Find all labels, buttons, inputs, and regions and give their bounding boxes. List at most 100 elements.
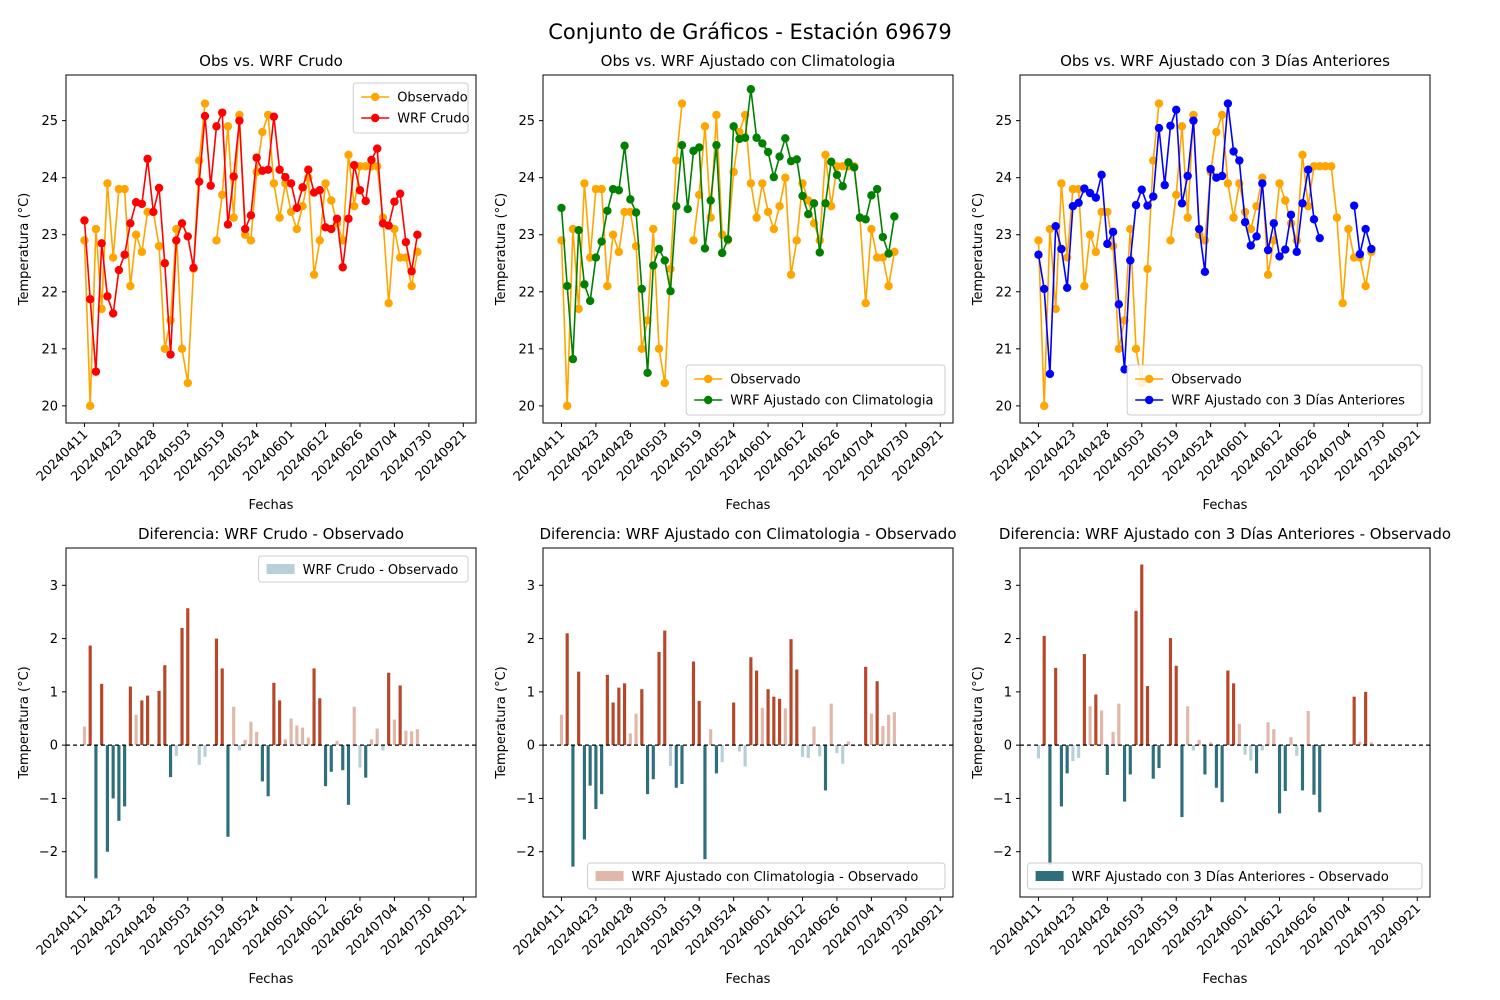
difference-bar [163,665,167,746]
x-axis-label: Fechas [726,498,771,513]
chart-title: Diferencia: WRF Ajustado con 3 Días Ante… [999,525,1451,543]
data-point [557,203,566,213]
difference-bar [214,638,219,746]
difference-bar [1077,745,1081,758]
difference-bar [749,657,753,746]
difference-bar [680,745,684,785]
data-point [229,172,238,181]
data-point [1217,171,1227,181]
x-axis-label: Fechas [249,972,294,987]
difference-bar [369,739,374,746]
data-point [1309,215,1319,224]
data-point [631,208,641,217]
y-tick-label: 3 [1004,579,1012,594]
difference-bar [220,668,224,746]
data-point [763,147,773,157]
data-point [80,236,89,245]
data-point [1166,121,1175,130]
difference-bar [128,686,132,746]
data-point [1172,105,1181,115]
data-point [189,263,198,273]
data-point [1286,210,1296,219]
data-point [395,253,405,262]
difference-bar [346,745,351,805]
data-point [177,344,187,354]
data-point [1240,217,1250,227]
data-point [1051,304,1060,314]
data-point [218,190,227,200]
difference-bar [140,700,144,746]
difference-bar [146,695,150,746]
difference-bar [1226,670,1230,746]
data-point [1281,245,1290,254]
difference-bar [1111,731,1115,746]
data-point [769,224,779,234]
data-point [97,239,106,248]
y-tick-label: 3 [527,579,535,594]
difference-bar [783,708,787,746]
y-tick-label: 24 [995,171,1012,186]
difference-bar [404,730,408,746]
data-point [614,186,624,195]
axes-frame [65,547,477,898]
difference-bar [1186,706,1190,746]
y-tick-label: 24 [518,171,535,186]
difference-bar [732,702,736,746]
data-point [781,173,790,182]
data-point [614,247,624,257]
data-point [1149,192,1158,201]
data-point [717,230,727,239]
data-point [332,214,342,223]
legend-label: Observado [397,91,468,106]
chart-title: Obs vs. WRF Ajustado con 3 Días Anterior… [1060,52,1390,70]
y-tick-label: −1 [516,792,535,807]
legend: Observado WRF Ajustado con Climatologia [685,364,946,416]
data-point [1349,201,1359,210]
data-point [103,179,112,188]
difference-bar [846,741,851,746]
chart-panel-3: Obs vs. WRF Ajustado con 3 Días Anterior… [971,52,1431,513]
difference-bar [1054,667,1058,746]
data-point [861,298,870,308]
difference-bar [123,745,127,807]
difference-bar [1157,745,1161,769]
legend-box [1027,862,1423,890]
data-point [281,179,290,188]
data-point [1200,236,1210,245]
data-point [327,224,336,234]
data-point [792,236,801,245]
data-point [597,184,606,194]
difference-bar [197,745,201,765]
y-tick-label: 21 [518,342,535,357]
data-point [872,184,882,194]
y-tick-label: 23 [995,228,1012,243]
difference-bar [341,745,345,771]
difference-bar [1088,706,1092,746]
difference-bar [1071,745,1075,762]
series-line [560,103,896,406]
data-point [712,140,721,150]
legend-box [352,82,469,134]
legend-marker [1145,395,1154,405]
legend-label: WRF Crudo [397,112,469,127]
y-tick-label: 25 [41,114,58,129]
difference-bar [577,671,581,746]
data-point [1298,150,1307,160]
data-point [1235,156,1244,165]
data-point [137,199,147,209]
data-point [1263,245,1273,255]
data-point [1315,233,1324,243]
data-point [666,287,675,296]
difference-bar [266,745,270,797]
data-point [1080,281,1089,291]
data-point [775,152,784,161]
difference-bar [1209,742,1213,746]
difference-bar [1243,745,1247,755]
difference-bar [174,745,178,756]
chart-panel-1: Obs vs. WRF Crudo20212223242520240411202… [17,52,477,513]
data-point [1286,219,1296,228]
data-point [1217,110,1227,120]
data-point [1114,344,1124,354]
data-point [1177,122,1187,131]
data-point [1229,147,1238,156]
